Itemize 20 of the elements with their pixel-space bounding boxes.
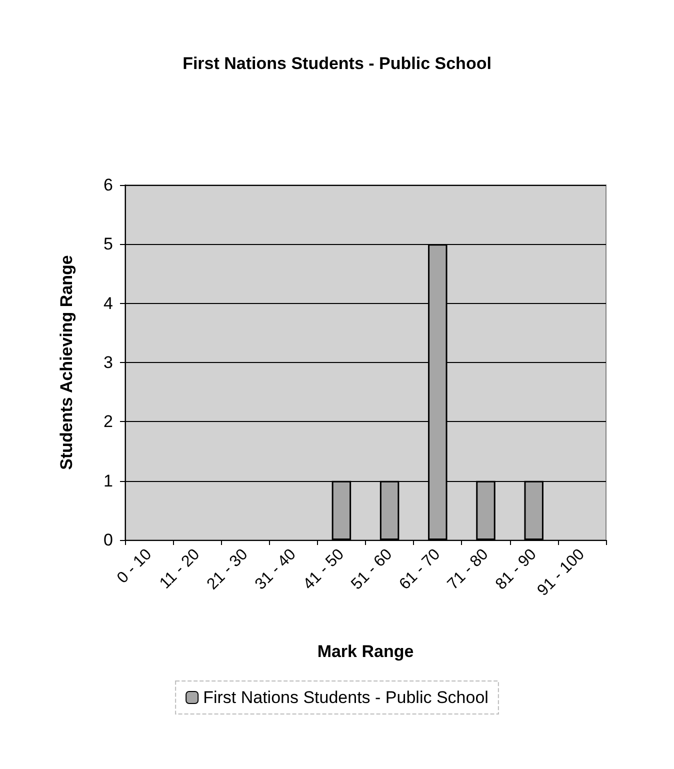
chart-title: First Nations Students - Public School <box>182 54 492 73</box>
y-tick-label: 3 <box>104 353 113 372</box>
y-axis-title: Students Achieving Range <box>57 255 76 470</box>
x-tick-label: 51 - 60 <box>348 546 396 594</box>
y-tick-label: 5 <box>104 234 113 254</box>
y-tick-label: 6 <box>104 176 113 194</box>
y-tick-label: 0 <box>104 530 113 550</box>
y-tick-label: 1 <box>104 471 113 490</box>
x-tick-label: 61 - 70 <box>396 546 444 594</box>
x-axis-title: Mark Range <box>317 642 414 661</box>
legend-label: First Nations Students - Public School <box>203 688 488 707</box>
x-tick-label: 11 - 20 <box>156 546 204 592</box>
y-tick-label: 4 <box>104 294 113 313</box>
y-tick-label: 2 <box>104 412 113 432</box>
x-tick-label: 31 - 40 <box>252 546 300 594</box>
x-tick-label: 91 - 100 <box>534 546 588 600</box>
x-tick-label: 71 - 80 <box>444 546 492 594</box>
x-tick-label: 21 - 30 <box>204 546 252 594</box>
x-tick-label: 41 - 50 <box>300 546 348 594</box>
x-tick-label: 0 - 10 <box>114 546 156 587</box>
